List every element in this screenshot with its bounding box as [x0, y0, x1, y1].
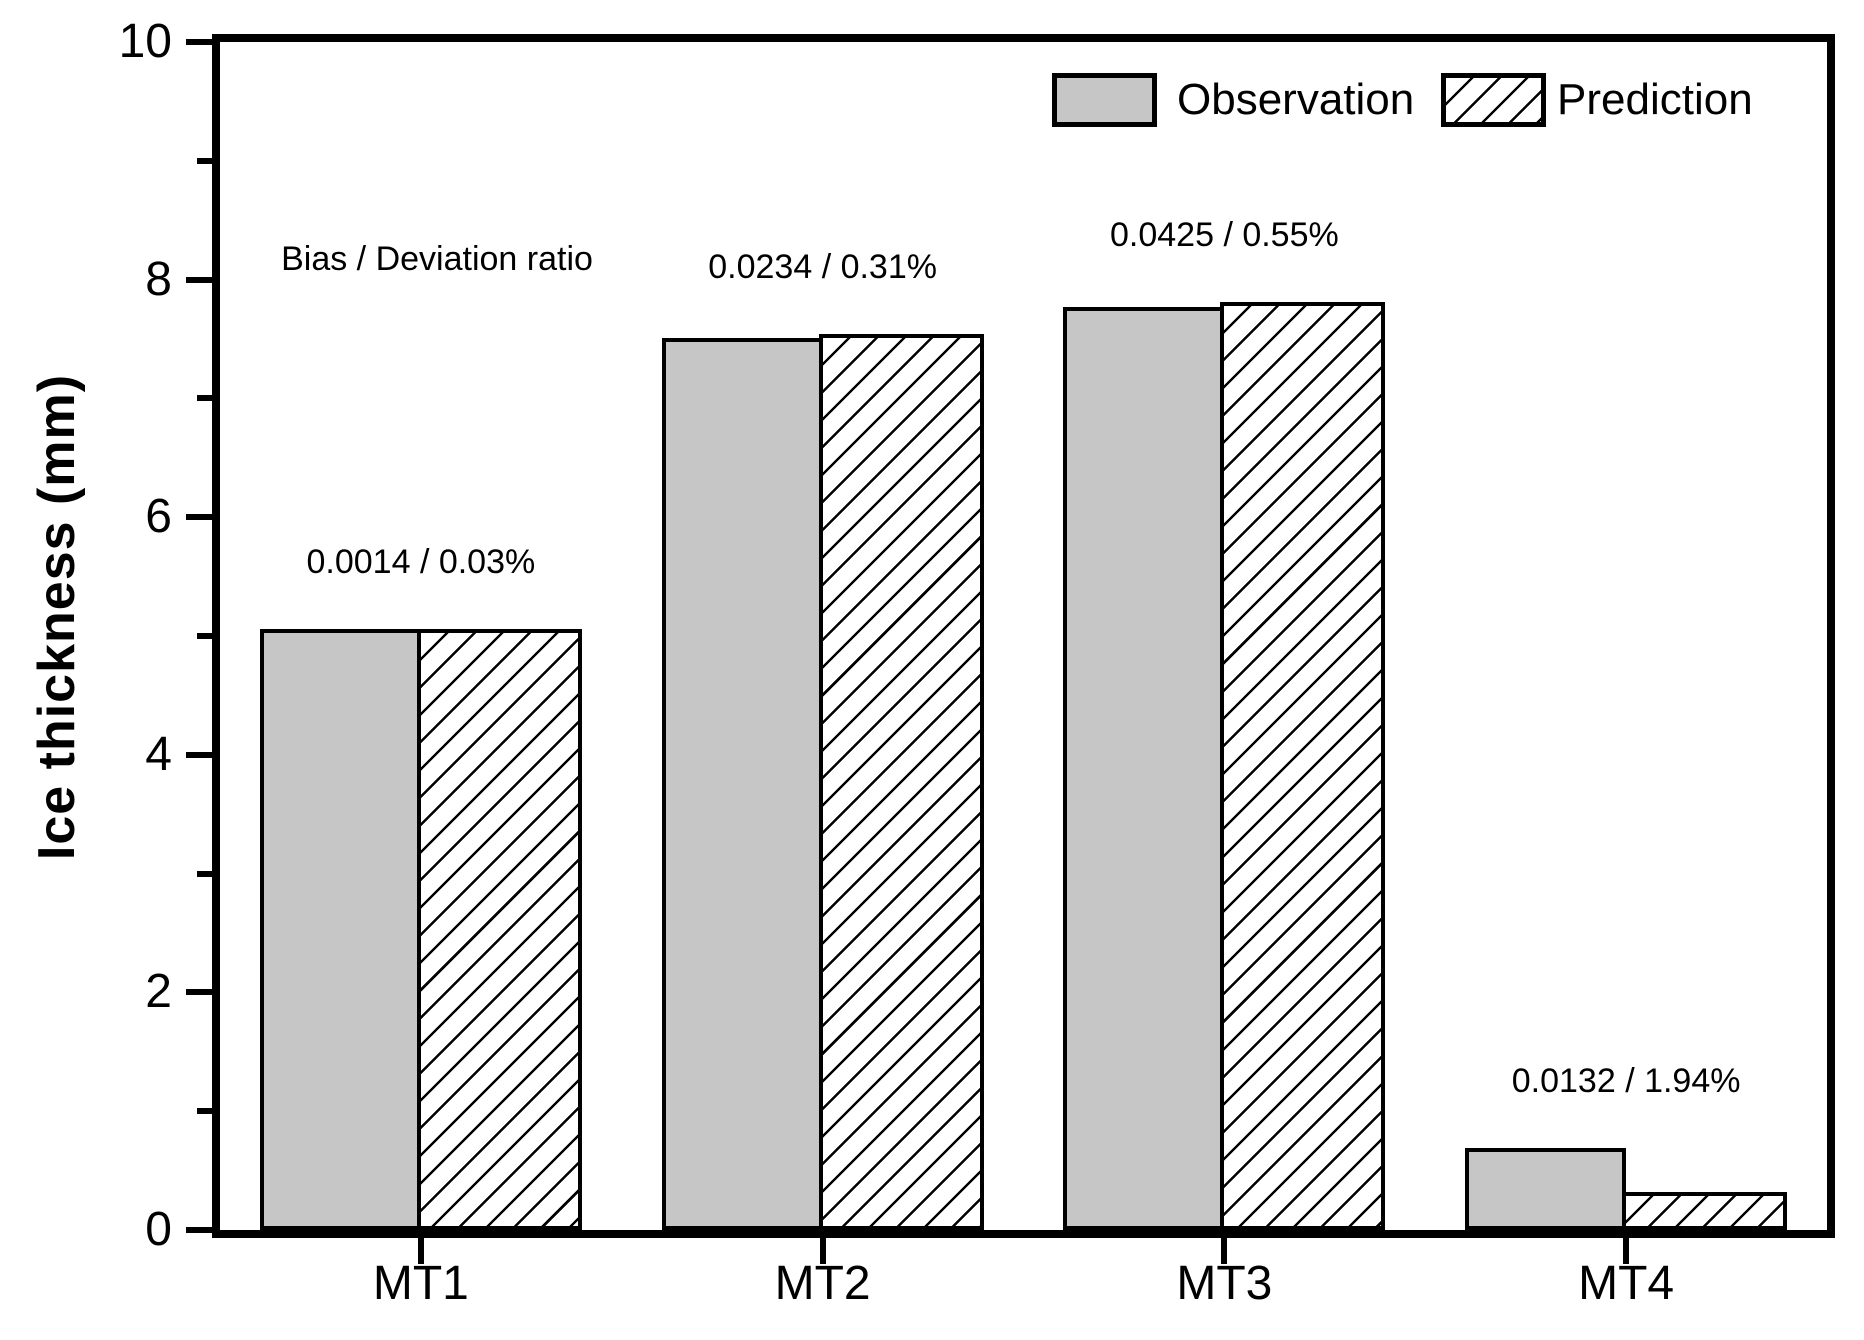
prediction-bar: [416, 628, 582, 1230]
x-tick-label: MT1: [372, 1257, 469, 1310]
y-axis-tick: [186, 39, 212, 45]
prediction-bar: [1220, 302, 1386, 1230]
legend-swatch-prediction: [1441, 73, 1546, 127]
y-tick-label: 10: [118, 15, 172, 68]
y-axis-tick: [186, 276, 212, 283]
annotation-header: Bias / Deviation ratio: [281, 240, 593, 278]
observation-bar: [661, 337, 823, 1230]
bar-annotation: 0.0425 / 0.55%: [1110, 216, 1339, 255]
legend-label-observation: Observation: [1177, 75, 1415, 124]
bar-annotation: 0.0234 / 0.31%: [708, 248, 937, 287]
y-axis-minor-tick: [197, 870, 212, 877]
y-axis-label: Ice thickness (mm): [28, 373, 86, 861]
y-axis-tick: [186, 751, 212, 758]
y-axis-minor-tick: [197, 1108, 212, 1115]
prediction-bar: [1622, 1191, 1788, 1230]
observation-bar: [1465, 1148, 1627, 1230]
legend-label-prediction: Prediction: [1557, 75, 1753, 124]
x-tick-label: MT3: [1176, 1257, 1273, 1310]
y-axis-tick: [186, 1227, 212, 1233]
y-tick-label: 4: [145, 727, 172, 781]
plot-border: [212, 34, 1835, 1238]
y-axis-tick: [186, 989, 212, 996]
observation-bar: [259, 628, 421, 1230]
x-tick-label: MT2: [774, 1257, 871, 1310]
y-tick-label: 6: [145, 490, 172, 544]
y-axis-minor-tick: [197, 633, 212, 639]
legend-swatch-observation: [1052, 73, 1157, 127]
y-axis-minor-tick: [197, 395, 212, 402]
bar-annotation: 0.0132 / 1.94%: [1511, 1062, 1741, 1101]
x-axis-tick: [1221, 1238, 1228, 1264]
y-tick-label: 2: [145, 965, 172, 1019]
observation-bar: [1063, 306, 1225, 1230]
x-axis-tick: [819, 1238, 826, 1264]
bar-annotation: 0.0014 / 0.03%: [306, 542, 536, 581]
y-axis-tick: [186, 514, 212, 521]
prediction-bar: [818, 334, 984, 1230]
x-axis-tick: [1623, 1238, 1630, 1264]
y-axis-minor-tick: [197, 157, 212, 164]
y-tick-label: 8: [145, 252, 172, 306]
x-tick-label: MT4: [1578, 1257, 1675, 1310]
x-axis-tick: [417, 1238, 424, 1264]
y-tick-label: 0: [145, 1203, 172, 1256]
